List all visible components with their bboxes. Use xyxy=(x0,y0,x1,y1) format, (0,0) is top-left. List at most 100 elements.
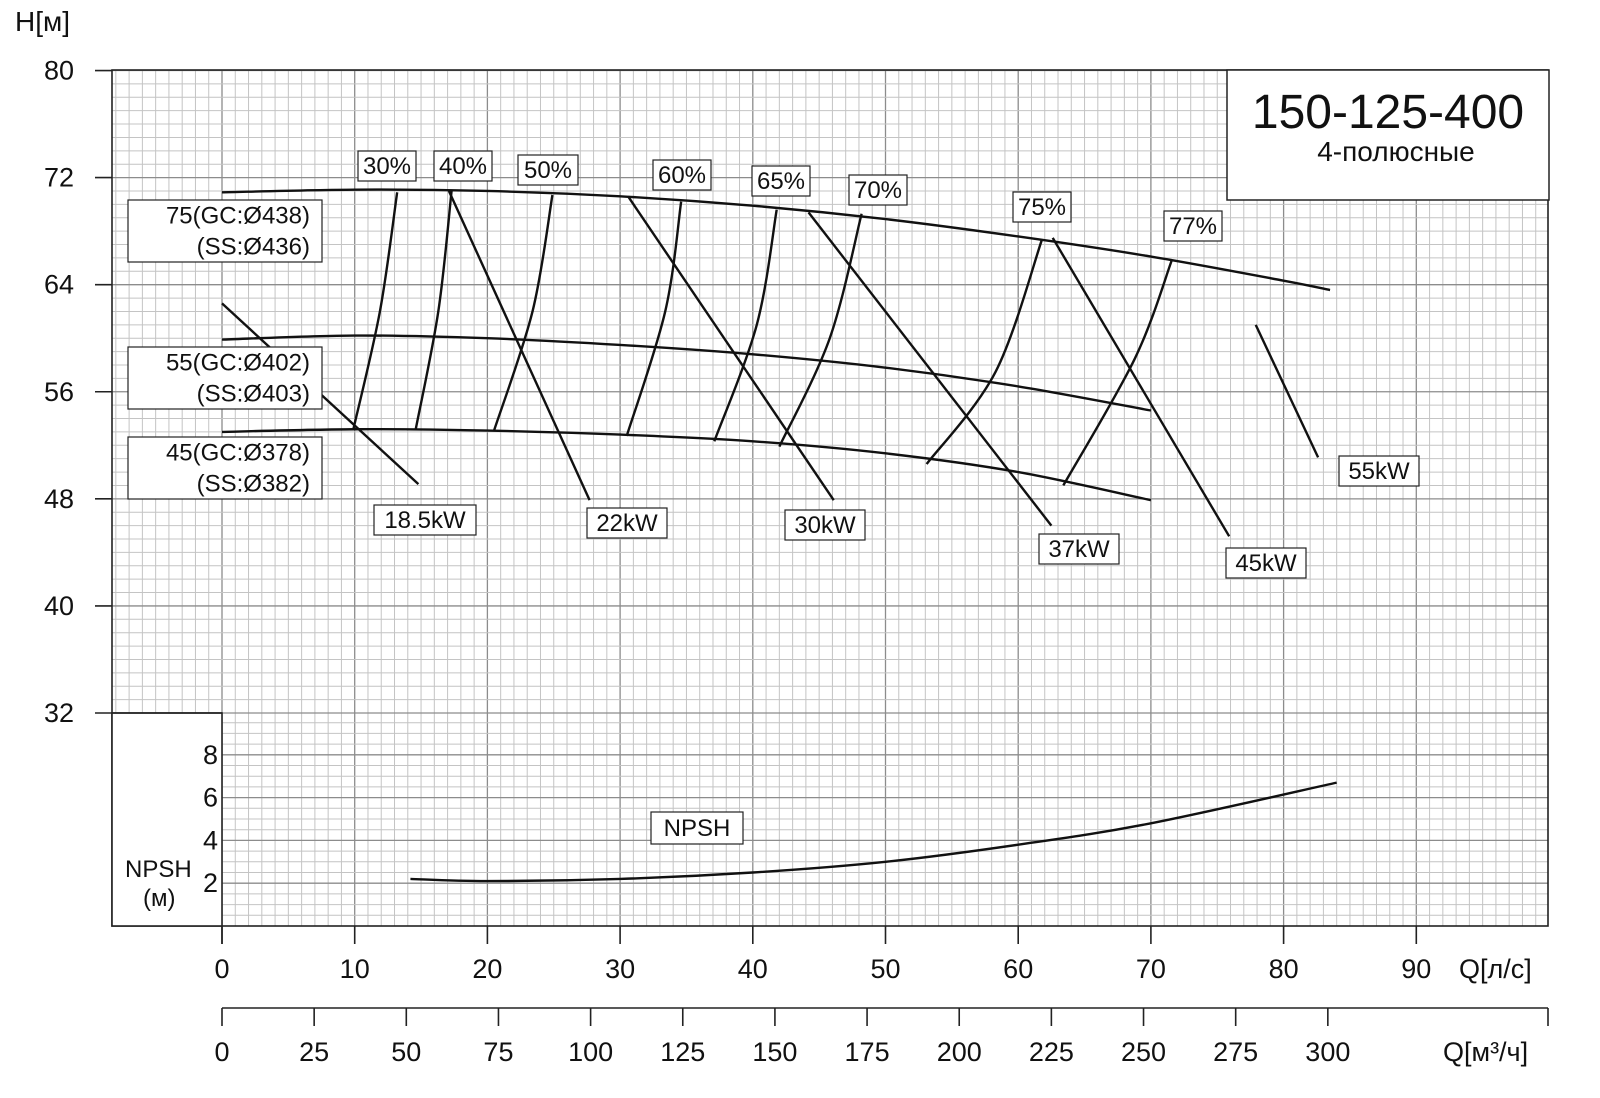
efficiency-label-box xyxy=(848,174,908,206)
efficiency-label-text: 70% xyxy=(854,177,902,204)
x2-tick-label: 50 xyxy=(391,1037,421,1067)
power-label-text: 55kW xyxy=(1348,458,1410,485)
power-label: 18.5kW xyxy=(373,504,477,536)
efficiency-label-text: 75% xyxy=(1018,194,1066,221)
efficiency-line xyxy=(625,201,683,437)
x2-tick-label: 150 xyxy=(752,1037,797,1067)
y-tick-label: 80 xyxy=(44,56,74,86)
npsh-curve-label-text: NPSH xyxy=(664,815,731,842)
head-curve xyxy=(221,188,1331,292)
power-label: 55kW xyxy=(1338,455,1420,487)
x2-tick-label: 125 xyxy=(660,1037,705,1067)
diameter-label-text: (SS:Ø403) xyxy=(197,381,310,408)
chart-subtitle: 4-полюсные xyxy=(1317,136,1475,167)
power-label-box xyxy=(1038,533,1120,565)
efficiency-line xyxy=(352,192,399,430)
diameter-label-text: (SS:Ø436) xyxy=(197,234,310,261)
efficiency-label-text: 40% xyxy=(439,153,487,180)
y-tick-label: 32 xyxy=(44,698,74,728)
efficiency-label-box xyxy=(433,150,493,182)
efficiency-line xyxy=(414,190,453,430)
diameter-label: 45(GC:Ø378) (SS:Ø382) xyxy=(127,436,323,500)
power-label: 45kW xyxy=(1225,547,1307,579)
plot-border xyxy=(111,69,1549,927)
x2-tick-label: 250 xyxy=(1121,1037,1166,1067)
efficiency-label-box xyxy=(357,150,417,182)
curves xyxy=(221,188,1337,883)
power-label: 30kW xyxy=(784,509,866,541)
x2-tick-label: 200 xyxy=(937,1037,982,1067)
efficiency-label-box xyxy=(1012,191,1072,223)
diameter-label: 75(GC:Ø438) (SS:Ø436) xyxy=(127,199,323,263)
diameter-label-text: 55(GC:Ø402) xyxy=(166,350,310,377)
power-line xyxy=(627,195,835,501)
efficiency-label-text: 65% xyxy=(757,168,805,195)
x-tick-label: 50 xyxy=(870,954,900,984)
efficiency-label-box xyxy=(652,159,712,191)
x-tick-label: 90 xyxy=(1401,954,1431,984)
head-curve xyxy=(221,427,1152,502)
efficiency-label: 30% xyxy=(357,150,417,182)
efficiency-line xyxy=(713,209,778,442)
y-tick-label: 48 xyxy=(44,484,74,514)
power-line xyxy=(1051,237,1231,537)
x-tick-label: 0 xyxy=(214,954,229,984)
efficiency-label: 50% xyxy=(517,154,579,186)
efficiency-label: 70% xyxy=(848,174,908,206)
power-label-text: 30kW xyxy=(794,512,856,539)
power-label-text: 37kW xyxy=(1048,536,1110,563)
power-label: 37kW xyxy=(1038,533,1120,565)
efficiency-line xyxy=(1062,258,1174,487)
npsh-curve-label: NPSH xyxy=(650,811,744,845)
title-box xyxy=(1226,69,1550,201)
x-tick-label: 80 xyxy=(1269,954,1299,984)
power-label-box xyxy=(1225,547,1307,579)
npsh-tick-label: 4 xyxy=(203,825,218,855)
power-label-text: 22kW xyxy=(596,510,658,537)
x2-tick-label: 225 xyxy=(1029,1037,1074,1067)
efficiency-line xyxy=(492,194,554,431)
y-axis-label: H[м] xyxy=(15,6,70,37)
x-tick-label: 40 xyxy=(738,954,768,984)
npsh-axis-panel xyxy=(111,712,223,927)
diameter-label-text: 45(GC:Ø378) xyxy=(166,440,310,467)
power-line xyxy=(1254,324,1320,458)
diameter-label-box xyxy=(127,346,323,410)
power-label-box xyxy=(1338,455,1420,487)
x2-tick-label: 175 xyxy=(845,1037,890,1067)
npsh-tick-label: 6 xyxy=(203,783,218,813)
x2-tick-label: 275 xyxy=(1213,1037,1258,1067)
efficiency-label-text: 50% xyxy=(524,157,572,184)
power-label-text: 18.5kW xyxy=(384,507,466,534)
y-tick-label: 56 xyxy=(44,377,74,407)
x2-tick-label: 75 xyxy=(483,1037,513,1067)
npsh-curve xyxy=(410,781,1337,883)
power-label-text: 45kW xyxy=(1235,550,1297,577)
labels: 75(GC:Ø438) (SS:Ø436) 55(GC:Ø402) (SS:Ø403)… xyxy=(127,150,1420,845)
efficiency-label-text: 30% xyxy=(363,153,411,180)
npsh-tick-label: 8 xyxy=(203,740,218,770)
efficiency-label-text: 77% xyxy=(1169,213,1217,240)
power-label: 22kW xyxy=(586,507,668,539)
efficiency-label-box xyxy=(751,165,811,197)
diameter-label: 55(GC:Ø402) (SS:Ø403) xyxy=(127,346,323,410)
x-tick-label: 30 xyxy=(605,954,635,984)
x2-tick-label: 300 xyxy=(1305,1037,1350,1067)
x2-tick-label: 0 xyxy=(214,1037,229,1067)
x2-tick-label: 25 xyxy=(299,1037,329,1067)
diameter-label-text: (SS:Ø382) xyxy=(197,471,310,498)
efficiency-label-box xyxy=(517,154,579,186)
y-tick-label: 64 xyxy=(44,270,74,300)
npsh-curve-label-box xyxy=(650,811,744,845)
efficiency-line xyxy=(778,213,863,448)
x-tick-label: 10 xyxy=(340,954,370,984)
efficiency-label: 60% xyxy=(652,159,712,191)
efficiency-label: 65% xyxy=(751,165,811,197)
efficiency-label-box xyxy=(1163,210,1223,242)
efficiency-line xyxy=(925,238,1044,465)
x2-tick-label: 100 xyxy=(568,1037,613,1067)
y-tick-label: 72 xyxy=(44,163,74,193)
diameter-label-text: 75(GC:Ø438) xyxy=(166,203,310,230)
efficiency-label: 77% xyxy=(1163,210,1223,242)
